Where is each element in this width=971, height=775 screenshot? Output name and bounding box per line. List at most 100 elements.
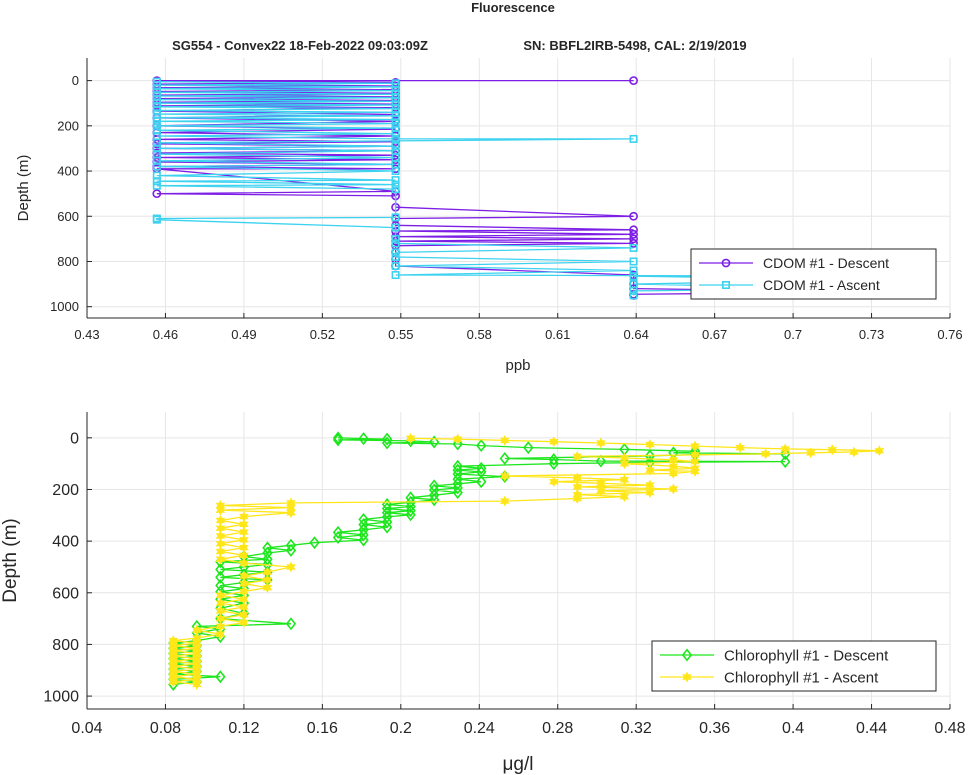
data-point: [332, 433, 344, 447]
x-tick-label: 0.64: [624, 327, 649, 342]
x-tick-label: 0.52: [310, 327, 335, 342]
data-point: [215, 628, 226, 640]
y-tick-label: 200: [52, 482, 79, 499]
y-tick-label: 600: [52, 585, 79, 602]
data-point: [391, 213, 400, 222]
data-point: [452, 463, 463, 477]
data-point: [452, 459, 463, 473]
data-point: [645, 479, 655, 491]
data-point: [239, 601, 249, 613]
figure-title: Fluorescence: [471, 0, 555, 15]
y-tick-label: 800: [52, 637, 79, 654]
data-point: [548, 453, 559, 467]
data-point: [332, 525, 344, 539]
data-point: [499, 452, 510, 465]
x-tick-label: 0.08: [150, 720, 181, 737]
data-point: [152, 171, 161, 180]
data-point: [572, 472, 583, 484]
data-point: [780, 443, 790, 455]
data-point: [629, 243, 638, 252]
data-point: [668, 483, 679, 495]
y-tick-label: 0: [70, 430, 79, 447]
data-point: [152, 121, 161, 130]
y-axis-label: Depth (m): [0, 518, 21, 602]
data-point: [262, 582, 273, 594]
data-point: [452, 481, 463, 495]
data-point: [152, 126, 161, 135]
data-point: [239, 570, 249, 582]
data-point: [285, 538, 297, 552]
x-tick-label: 0.4: [782, 720, 804, 737]
data-point: [629, 134, 638, 143]
y-tick-label: 800: [57, 254, 79, 269]
data-point: [428, 493, 440, 507]
data-point: [644, 449, 656, 463]
legend-label: Chlorophyll #1 - Descent: [724, 647, 889, 664]
data-point: [391, 124, 400, 133]
x-tick-label: 0.43: [74, 327, 99, 342]
data-point: [391, 180, 400, 189]
legend-swatch-marker: [682, 671, 692, 683]
data-point: [690, 449, 700, 461]
data-point: [405, 432, 416, 444]
x-tick-label: 0.16: [307, 720, 338, 737]
data-point: [192, 632, 202, 644]
x-tick-label: 0.49: [231, 327, 256, 342]
data-point: [381, 502, 393, 516]
data-point: [215, 538, 226, 550]
data-point: [452, 437, 463, 451]
x-tick-label: 0.36: [699, 720, 730, 737]
data-point: [549, 476, 559, 488]
data-point: [629, 291, 638, 300]
data-point: [239, 549, 249, 561]
data-point: [668, 468, 679, 479]
data-point: [452, 433, 463, 445]
data-point: [215, 620, 226, 632]
data-point: [215, 530, 226, 542]
x-tick-label: 0.32: [621, 720, 652, 737]
data-point: [619, 491, 630, 503]
data-point: [806, 447, 816, 459]
data-point: [849, 446, 859, 458]
data-point: [619, 458, 630, 470]
x-axis-label: ppb: [505, 357, 530, 374]
data-point: [668, 460, 679, 472]
cdom-axes: 0.43 0.46 0.49 0.52 0.55 0.58 0.61 0.64 0.67 0.7 0…: [15, 58, 963, 374]
data-point: [332, 531, 344, 544]
data-point: [629, 225, 638, 235]
legend-swatch-marker: [721, 280, 730, 289]
data-point: [760, 448, 771, 460]
data-point: [152, 77, 161, 86]
data-point: [215, 589, 226, 601]
data-point: [619, 474, 630, 486]
data-point: [428, 435, 440, 449]
x-tick-label: 0.67: [702, 327, 727, 342]
data-point: [405, 491, 416, 505]
data-point: [827, 444, 838, 456]
data-point: [405, 504, 416, 518]
legend-box: [690, 248, 937, 300]
data-point: [572, 481, 583, 493]
legend-swatch-marker: [681, 648, 693, 662]
data-point: [572, 450, 583, 462]
data-point: [452, 486, 463, 500]
data-point: [645, 464, 655, 476]
data-point: [358, 533, 369, 547]
data-point: [262, 566, 273, 578]
data-point: [405, 508, 416, 522]
data-point: [476, 475, 487, 489]
data-point: [215, 500, 226, 511]
data-point: [476, 439, 487, 453]
data-point: [735, 442, 745, 454]
data-point: [391, 119, 400, 128]
data-point: [239, 593, 249, 605]
data-point: [239, 534, 249, 546]
data-point: [595, 454, 607, 468]
data-point: [629, 229, 638, 239]
data-point: [645, 487, 655, 499]
data-point: [391, 252, 400, 261]
data-point: [391, 223, 400, 232]
data-point: [476, 461, 487, 475]
legend-box: [651, 640, 937, 692]
